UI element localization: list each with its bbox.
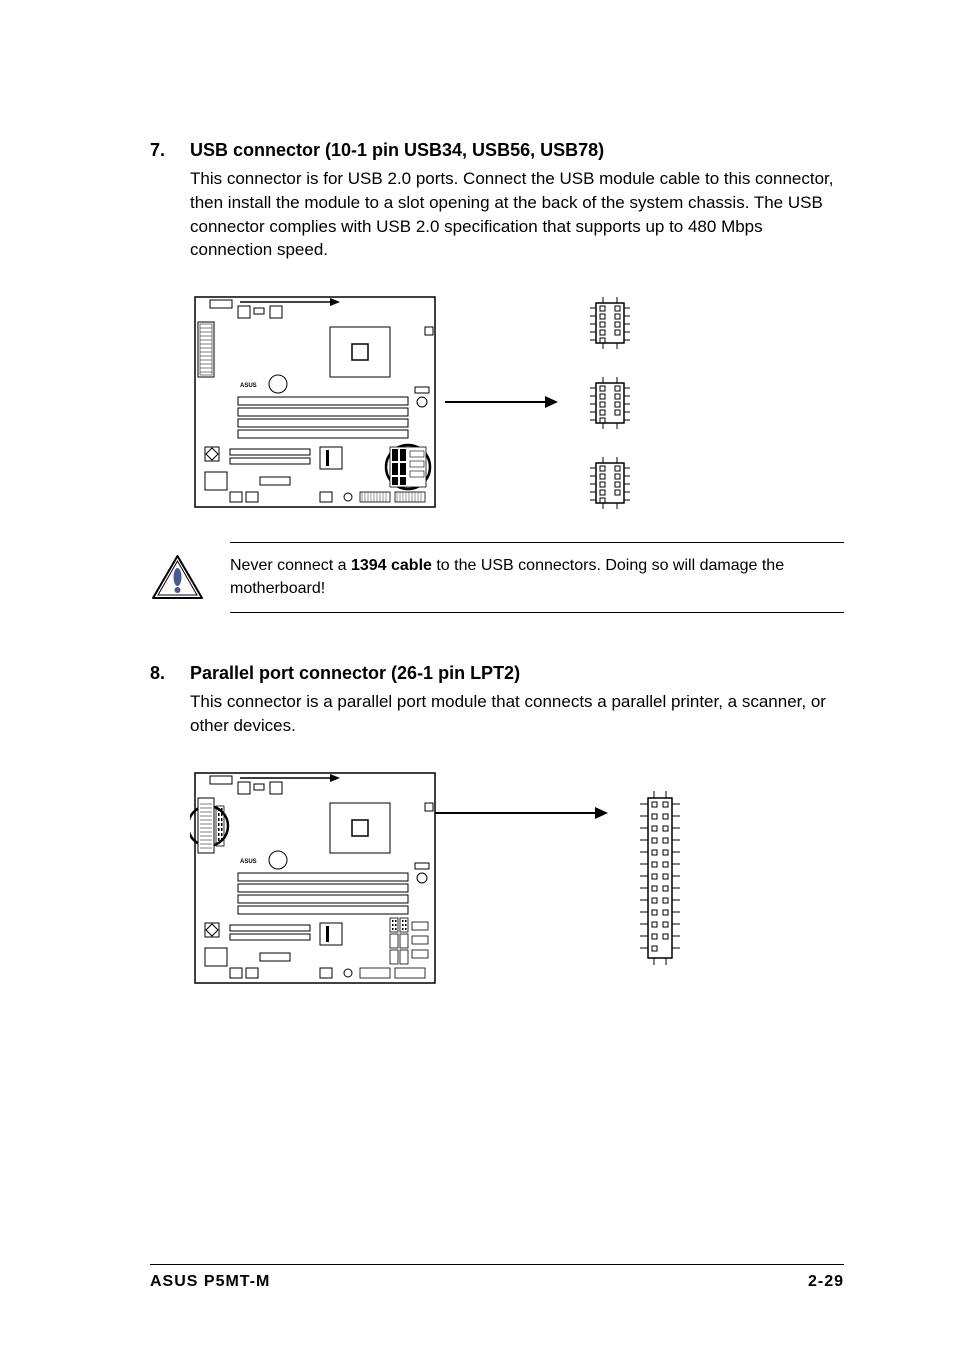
usb-connector-pinout xyxy=(590,375,630,430)
usb-connector-pinout xyxy=(590,295,630,350)
section-number-8: 8. xyxy=(150,663,190,758)
section-lpt: 8. Parallel port connector (26-1 pin LPT… xyxy=(150,663,844,758)
usb-diagram-row: ASUS xyxy=(190,292,844,512)
usb-connector-stack xyxy=(590,295,630,510)
section-7-body: This connector is for USB 2.0 ports. Con… xyxy=(190,167,844,262)
caution-icon xyxy=(150,553,205,603)
arrow-icon xyxy=(430,803,610,823)
motherboard-diagram-usb: ASUS xyxy=(190,292,440,512)
arrow-icon xyxy=(440,392,560,412)
section-8-body: This connector is a parallel port module… xyxy=(190,690,844,738)
svg-text:ASUS: ASUS xyxy=(240,859,257,865)
section-8-content: Parallel port connector (26-1 pin LPT2) … xyxy=(190,663,844,758)
section-usb: 7. USB connector (10-1 pin USB34, USB56,… xyxy=(150,140,844,282)
footer-right: 2-29 xyxy=(808,1273,844,1291)
lpt-diagram-row: ASUS xyxy=(190,768,844,988)
motherboard-diagram-lpt: ASUS xyxy=(190,768,440,988)
footer-left: ASUS P5MT-M xyxy=(150,1273,270,1291)
caution-text: Never connect a 1394 cable to the USB co… xyxy=(230,542,844,613)
section-7-content: USB connector (10-1 pin USB34, USB56, US… xyxy=(190,140,844,282)
section-number-7: 7. xyxy=(150,140,190,282)
page-footer: ASUS P5MT-M 2-29 xyxy=(150,1264,844,1291)
caution-bold: 1394 cable xyxy=(351,557,432,574)
caution-pre: Never connect a xyxy=(230,557,351,574)
section-8-title: Parallel port connector (26-1 pin LPT2) xyxy=(190,663,844,684)
svg-text:ASUS: ASUS xyxy=(240,383,257,389)
usb-connector-pinout xyxy=(590,455,630,510)
lpt-connector-pinout xyxy=(640,788,680,968)
section-7-title: USB connector (10-1 pin USB34, USB56, US… xyxy=(190,140,844,161)
caution-row: Never connect a 1394 cable to the USB co… xyxy=(150,542,844,613)
